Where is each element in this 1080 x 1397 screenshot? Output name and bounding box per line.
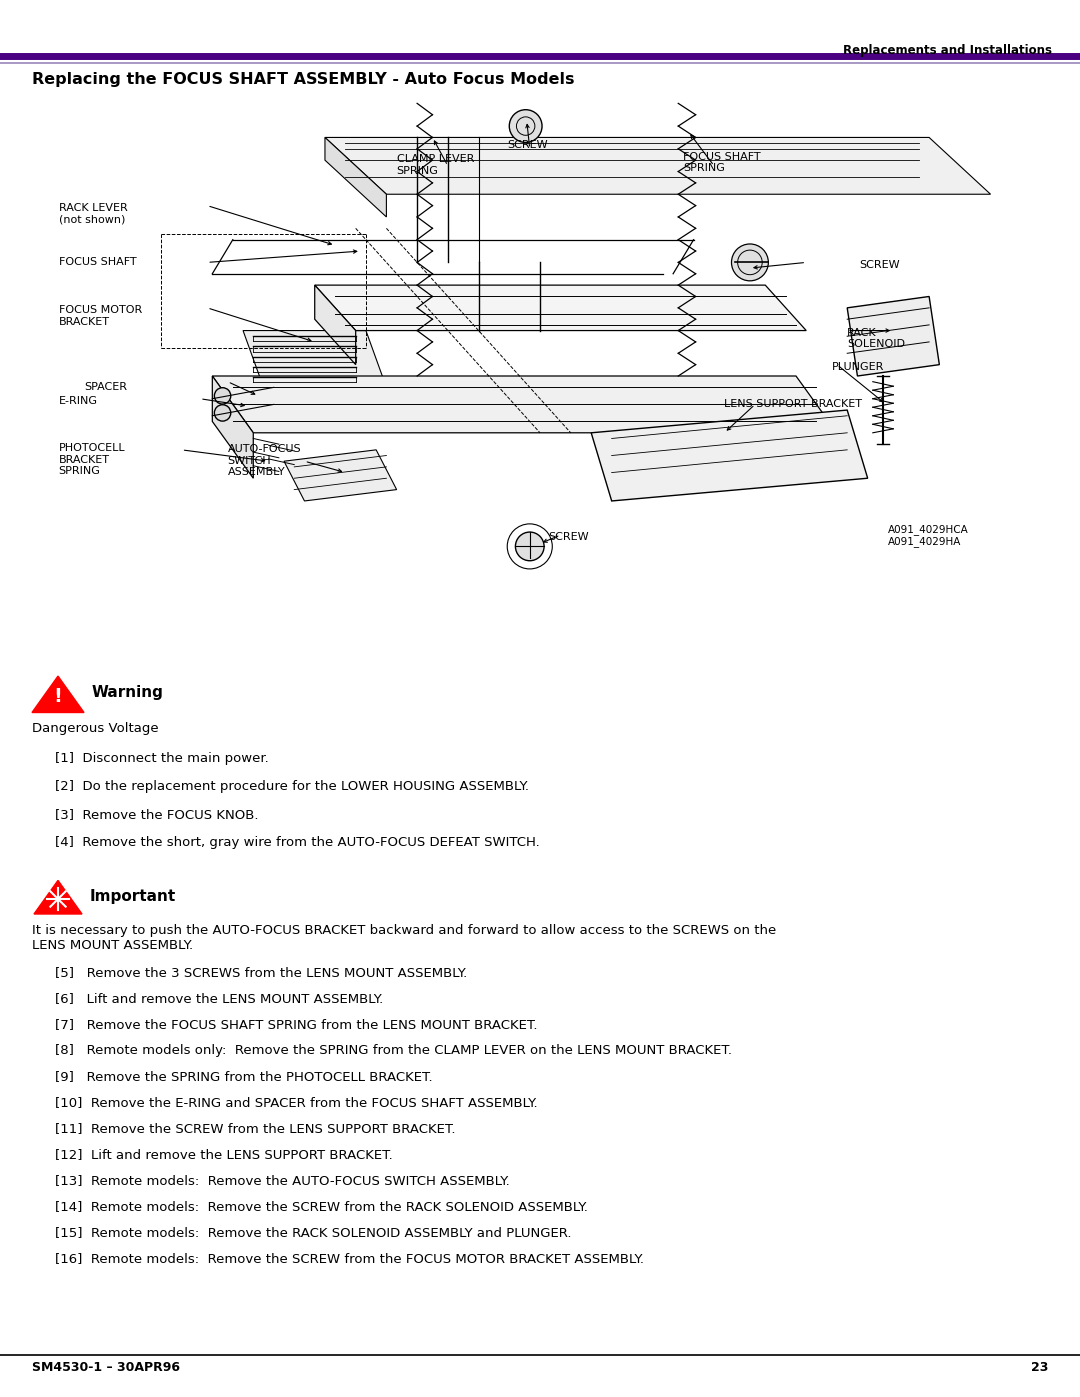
Text: FOCUS MOTOR
BRACKET: FOCUS MOTOR BRACKET bbox=[58, 305, 141, 327]
Text: Replacements and Installations: Replacements and Installations bbox=[843, 43, 1052, 57]
Text: Warning: Warning bbox=[92, 686, 164, 700]
Polygon shape bbox=[314, 285, 807, 331]
Text: [2]  Do the replacement procedure for the LOWER HOUSING ASSEMBLY.: [2] Do the replacement procedure for the… bbox=[55, 780, 529, 793]
Polygon shape bbox=[325, 137, 387, 217]
Text: RACK LEVER
(not shown): RACK LEVER (not shown) bbox=[58, 203, 127, 225]
Text: PLUNGER: PLUNGER bbox=[832, 362, 885, 372]
Text: [10]  Remove the E-RING and SPACER from the FOCUS SHAFT ASSEMBLY.: [10] Remove the E-RING and SPACER from t… bbox=[55, 1097, 538, 1109]
Text: RACK
SOLENOID: RACK SOLENOID bbox=[847, 328, 905, 349]
Text: FOCUS SHAFT
SPRING: FOCUS SHAFT SPRING bbox=[684, 152, 761, 173]
Polygon shape bbox=[32, 676, 84, 712]
Text: 23: 23 bbox=[1030, 1361, 1048, 1375]
Text: [8]   Remote models only:  Remove the SPRING from the CLAMP LEVER on the LENS MO: [8] Remote models only: Remove the SPRIN… bbox=[55, 1044, 732, 1058]
Text: E-RING: E-RING bbox=[58, 395, 97, 407]
Circle shape bbox=[731, 244, 768, 281]
Polygon shape bbox=[284, 450, 396, 502]
Text: [11]  Remove the SCREW from the LENS SUPPORT BRACKET.: [11] Remove the SCREW from the LENS SUPP… bbox=[55, 1122, 456, 1134]
Text: [7]   Remove the FOCUS SHAFT SPRING from the LENS MOUNT BRACKET.: [7] Remove the FOCUS SHAFT SPRING from t… bbox=[55, 1018, 538, 1031]
Circle shape bbox=[510, 110, 542, 142]
Text: [6]   Lift and remove the LENS MOUNT ASSEMBLY.: [6] Lift and remove the LENS MOUNT ASSEM… bbox=[55, 992, 383, 1004]
Circle shape bbox=[214, 405, 231, 420]
Text: CLAMP LEVER
SPRING: CLAMP LEVER SPRING bbox=[396, 155, 474, 176]
Circle shape bbox=[214, 388, 231, 404]
Text: AUTO-FOCUS
SWITCH
ASSEMBLY: AUTO-FOCUS SWITCH ASSEMBLY bbox=[228, 444, 301, 478]
Polygon shape bbox=[591, 411, 867, 502]
Text: [15]  Remote models:  Remove the RACK SOLENOID ASSEMBLY and PLUNGER.: [15] Remote models: Remove the RACK SOLE… bbox=[55, 1227, 571, 1239]
Text: [16]  Remote models:  Remove the SCREW from the FOCUS MOTOR BRACKET ASSEMBLY.: [16] Remote models: Remove the SCREW fro… bbox=[55, 1252, 644, 1266]
Text: !: ! bbox=[54, 687, 63, 707]
Text: LENS SUPPORT BRACKET: LENS SUPPORT BRACKET bbox=[725, 398, 862, 409]
Polygon shape bbox=[33, 880, 82, 914]
Text: It is necessary to push the AUTO-FOCUS BRACKET backward and forward to allow acc: It is necessary to push the AUTO-FOCUS B… bbox=[32, 923, 777, 951]
Text: FOCUS SHAFT: FOCUS SHAFT bbox=[58, 257, 136, 267]
Polygon shape bbox=[314, 285, 355, 365]
Text: [12]  Lift and remove the LENS SUPPORT BRACKET.: [12] Lift and remove the LENS SUPPORT BR… bbox=[55, 1148, 393, 1161]
Text: [3]  Remove the FOCUS KNOB.: [3] Remove the FOCUS KNOB. bbox=[55, 807, 258, 821]
Text: SCREW: SCREW bbox=[508, 140, 548, 151]
Text: Dangerous Voltage: Dangerous Voltage bbox=[32, 722, 159, 735]
Text: [13]  Remote models:  Remove the AUTO-FOCUS SWITCH ASSEMBLY.: [13] Remote models: Remove the AUTO-FOCU… bbox=[55, 1173, 510, 1187]
Polygon shape bbox=[325, 137, 990, 194]
Polygon shape bbox=[243, 331, 387, 387]
Text: SM4530-1 – 30APR96: SM4530-1 – 30APR96 bbox=[32, 1361, 180, 1375]
Text: Important: Important bbox=[90, 888, 176, 904]
Text: SCREW: SCREW bbox=[860, 260, 900, 270]
Text: PHOTOCELL
BRACKET
SPRING: PHOTOCELL BRACKET SPRING bbox=[58, 443, 125, 476]
Text: [1]  Disconnect the main power.: [1] Disconnect the main power. bbox=[55, 752, 269, 766]
Circle shape bbox=[515, 532, 544, 560]
Polygon shape bbox=[847, 296, 940, 376]
Text: [9]   Remove the SPRING from the PHOTOCELL BRACKET.: [9] Remove the SPRING from the PHOTOCELL… bbox=[55, 1070, 433, 1083]
Text: SCREW: SCREW bbox=[549, 532, 589, 542]
Text: [4]  Remove the short, gray wire from the AUTO-FOCUS DEFEAT SWITCH.: [4] Remove the short, gray wire from the… bbox=[55, 835, 540, 849]
Polygon shape bbox=[213, 376, 254, 478]
Text: A091_4029HCA
A091_4029HA: A091_4029HCA A091_4029HA bbox=[888, 524, 969, 548]
Text: [14]  Remote models:  Remove the SCREW from the RACK SOLENOID ASSEMBLY.: [14] Remote models: Remove the SCREW fro… bbox=[55, 1200, 588, 1213]
Text: [5]   Remove the 3 SCREWS from the LENS MOUNT ASSEMBLY.: [5] Remove the 3 SCREWS from the LENS MO… bbox=[55, 965, 468, 979]
Text: Replacing the FOCUS SHAFT ASSEMBLY - Auto Focus Models: Replacing the FOCUS SHAFT ASSEMBLY - Aut… bbox=[32, 73, 575, 87]
Polygon shape bbox=[213, 376, 837, 433]
Text: SPACER: SPACER bbox=[84, 381, 127, 391]
